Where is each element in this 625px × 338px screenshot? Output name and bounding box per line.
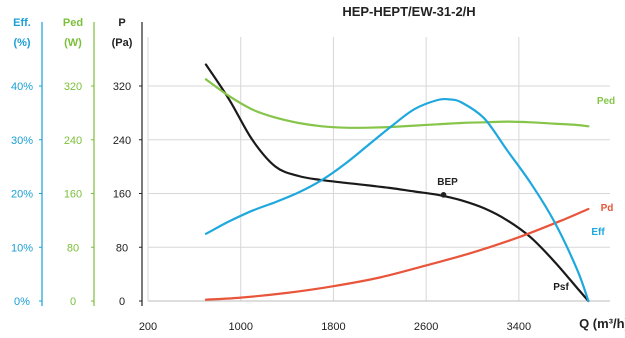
bep-point-marker: [440, 192, 447, 198]
x-axis-label-group: Q (m³/h): [579, 316, 625, 331]
x-axis-label: Q (m³/h): [579, 316, 625, 331]
chart-title-group: HEP-HEPT/EW-31-2/H: [342, 4, 475, 19]
eff-tick-label: 30%: [11, 135, 33, 147]
x-tick-label: 200: [139, 321, 157, 333]
series-line-ped: [204, 78, 590, 129]
p-tick-label: 160: [113, 189, 131, 201]
ped-axis-header: Ped: [63, 17, 83, 29]
p-tick-label: 80: [116, 242, 128, 254]
ped-tick-label: 80: [67, 242, 79, 254]
ped-axis-header: (W): [64, 37, 82, 49]
series-label-ped: Ped: [597, 96, 615, 107]
ped-tick-label: 240: [64, 135, 82, 147]
axes-layer: 200 1000 1800 2600 3400 Eff. (%) 40% 30% 20% 10% 0%…: [11, 17, 610, 333]
eff-tick-label: 0%: [14, 296, 30, 308]
p-axis-header: (Pa): [112, 37, 133, 49]
ped-tick-label: 160: [64, 189, 82, 201]
p-tick-label: 320: [113, 81, 131, 93]
series-line-eff: [204, 97, 590, 303]
series-label-psf: Psf: [553, 282, 569, 293]
eff-tick-label: 40%: [11, 81, 33, 93]
x-tick-label: 3400: [507, 321, 531, 333]
x-tick-label: 2600: [414, 321, 438, 333]
x-tick-label: 1800: [321, 321, 345, 333]
ped-tick-label: 320: [64, 81, 82, 93]
eff-tick-label: 20%: [11, 189, 33, 201]
series-line-pd: [204, 207, 590, 301]
x-tick-label: 1000: [228, 321, 252, 333]
p-tick-label: 0: [119, 296, 125, 308]
label-layer: BEP Ped Pd Eff Psf: [437, 96, 615, 293]
p-tick-label: 240: [113, 135, 131, 147]
eff-tick-label: 10%: [11, 242, 33, 254]
ped-tick-label: 0: [70, 296, 76, 308]
eff-axis-header: (%): [13, 37, 30, 49]
bep-label: BEP: [437, 177, 458, 188]
chart-title: HEP-HEPT/EW-31-2/H: [342, 4, 475, 19]
series-label-eff: Eff: [591, 227, 605, 238]
series-layer: [204, 63, 590, 303]
eff-axis-header: Eff.: [13, 17, 31, 29]
series-label-pd: Pd: [601, 203, 614, 214]
series-line-psf: [204, 63, 590, 303]
p-axis-header: P: [118, 17, 125, 29]
